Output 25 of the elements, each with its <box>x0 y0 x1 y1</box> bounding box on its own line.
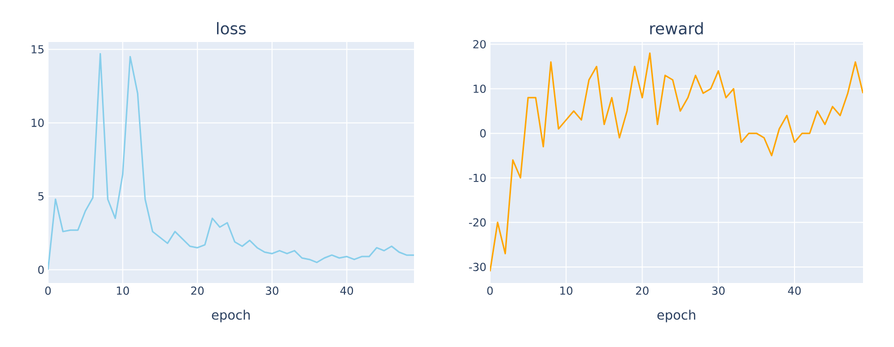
x-axis-title: epoch <box>657 310 696 322</box>
y-tick-label: 15 <box>32 45 44 54</box>
x-tick-label: 30 <box>266 286 278 295</box>
y-tick-label: -20 <box>469 218 486 227</box>
y-tick-label: -10 <box>469 174 486 182</box>
x-tick-label: 10 <box>116 286 129 295</box>
y-tick-label: 0 <box>480 129 486 138</box>
x-tick-label: 20 <box>636 286 648 295</box>
y-tick-label: -30 <box>469 262 486 272</box>
x-tick-label: 30 <box>712 286 725 295</box>
y-tick-label: 20 <box>473 40 486 48</box>
line-series <box>490 52 863 272</box>
x-axis-title: epoch <box>212 310 250 322</box>
y-tick-label: 10 <box>474 84 486 93</box>
chart-title: reward <box>650 22 703 34</box>
y-tick-label: 5 <box>38 192 44 200</box>
y-tick-label: 0 <box>38 266 44 274</box>
y-tick-label: 10 <box>32 118 44 127</box>
chart-title: loss <box>217 22 246 34</box>
x-tick-label: 40 <box>340 286 354 295</box>
x-tick-label: 10 <box>560 286 572 295</box>
x-tick-label: 0 <box>45 286 51 295</box>
x-tick-label: 20 <box>191 286 204 295</box>
x-tick-label: 0 <box>487 286 493 295</box>
x-tick-label: 40 <box>788 286 801 295</box>
